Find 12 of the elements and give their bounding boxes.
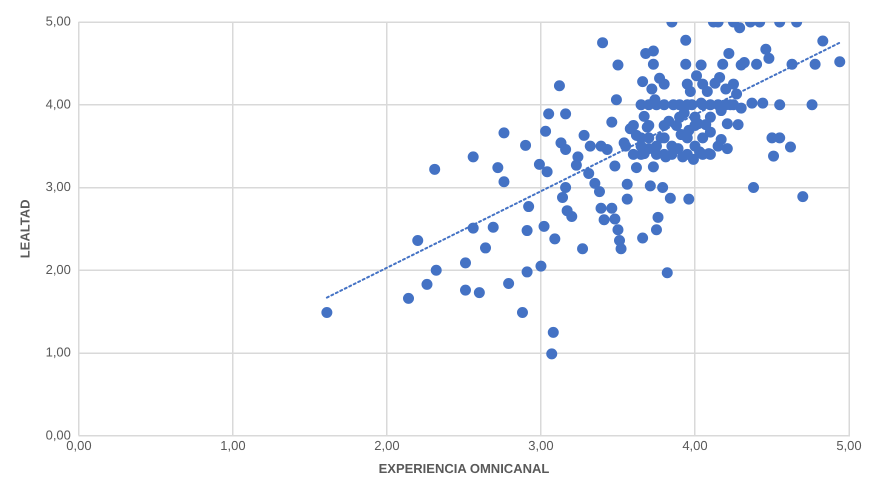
x-tick-label: 3,00 (528, 438, 554, 454)
y-tick-label: 5,00 (46, 14, 71, 29)
x-tick-label: 4,00 (682, 438, 708, 454)
x-axis-title: EXPERIENCIA OMNICANAL (378, 460, 550, 476)
x-tick-label: 5,00 (836, 438, 862, 454)
y-tick-label: 1,00 (46, 344, 71, 360)
y-axis-title: LEALTAD (17, 200, 32, 258)
y-tick-label: 2,00 (46, 262, 71, 277)
y-tick-label: 4,00 (46, 96, 71, 112)
x-tick-label: 1,00 (220, 438, 246, 454)
x-tick-label: 2,00 (374, 438, 400, 454)
y-tick-label: 3,00 (46, 179, 71, 194)
